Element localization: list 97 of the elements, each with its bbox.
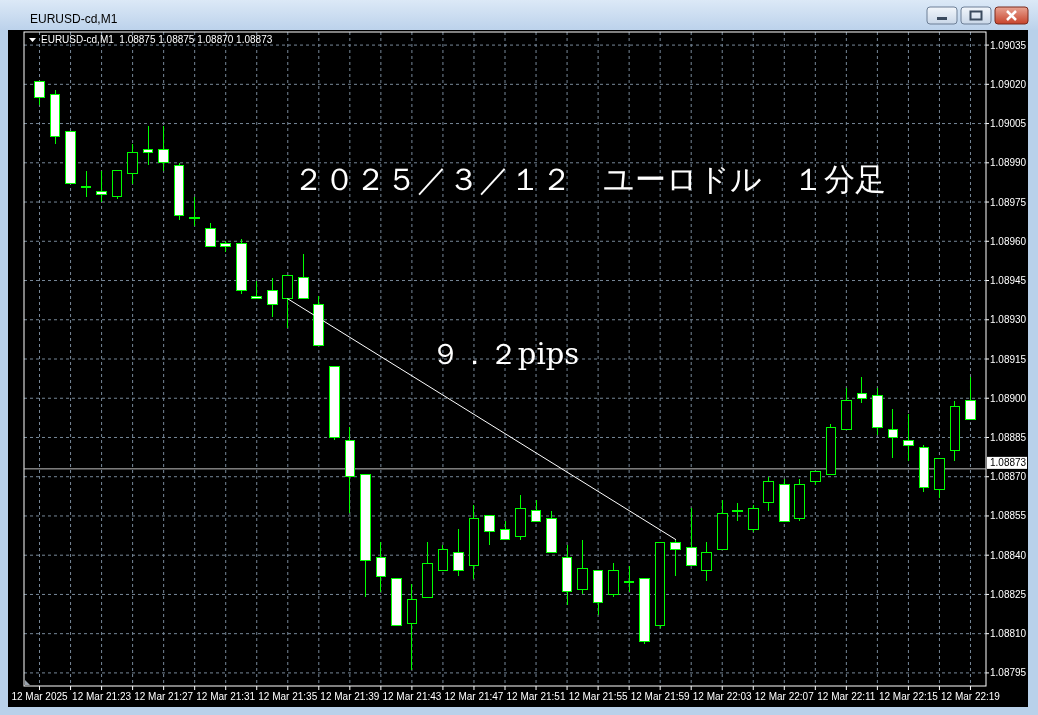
candlestick — [282, 274, 294, 329]
x-tick-label: 12 Mar 21:31 — [196, 691, 256, 702]
candlestick — [934, 457, 945, 499]
y-tick-label: 1.08975 — [990, 196, 1027, 208]
candlestick — [49, 89, 61, 145]
candlestick — [701, 541, 713, 582]
y-tick-label: 1.08960 — [990, 235, 1027, 247]
y-tick-label: 1.08885 — [990, 431, 1027, 443]
candlestick — [918, 444, 930, 493]
candlestick — [561, 544, 573, 606]
candlestick — [142, 125, 154, 166]
candlestick — [437, 544, 449, 572]
candlestick — [778, 478, 790, 522]
candlestick — [903, 413, 914, 462]
candlestick — [577, 539, 588, 595]
x-tick-label: 12 Mar 22:07 — [754, 691, 815, 702]
candlestick — [685, 507, 697, 567]
x-tick-label: 12 Mar 21:35 — [258, 691, 318, 702]
candlestick — [872, 387, 883, 436]
candlestick — [204, 222, 216, 248]
y-tick-label: 1.08930 — [990, 314, 1027, 326]
candlestick — [499, 520, 511, 540]
candlestick — [220, 240, 232, 253]
candlestick — [530, 499, 542, 522]
candlestick — [297, 253, 309, 300]
candlestick — [189, 196, 200, 227]
x-tick-label: 12 Mar 22:19 — [941, 691, 1001, 702]
y-tick-label: 1.09005 — [990, 118, 1027, 130]
candlestick — [235, 238, 247, 295]
candlestick — [127, 143, 138, 185]
candlestick — [360, 473, 371, 598]
candlestick — [515, 494, 526, 540]
candlestick — [949, 400, 961, 462]
candlestick — [65, 130, 76, 185]
candlestick — [329, 366, 340, 441]
annotation: ９．２pips — [430, 336, 580, 371]
x-tick-label: 12 Mar 2025 — [11, 691, 69, 702]
y-tick-label: 1.08945 — [990, 275, 1027, 287]
candlestick — [422, 541, 433, 598]
x-tick-label: 12 Mar 21:27 — [134, 691, 194, 702]
candlestick — [654, 541, 666, 629]
candlestick — [825, 423, 837, 475]
candlestick — [810, 470, 821, 486]
candlestick — [344, 426, 356, 514]
candlestick — [391, 578, 402, 627]
candlestick — [639, 578, 650, 645]
y-tick-label: 1.08795 — [990, 667, 1027, 679]
x-tick-label: 12 Mar 21:55 — [568, 691, 628, 702]
candlestick — [80, 170, 92, 198]
candlestick — [887, 408, 899, 459]
candlestick — [468, 505, 480, 580]
candlestick — [173, 162, 185, 221]
candlestick — [716, 499, 728, 551]
x-tick-label: 12 Mar 21:47 — [444, 691, 504, 702]
y-tick-label: 1.08990 — [990, 157, 1027, 169]
candlestick — [158, 125, 169, 172]
candlestick — [856, 376, 868, 404]
y-tick-label: 1.09035 — [990, 39, 1027, 51]
x-tick-label: 12 Mar 21:43 — [382, 691, 442, 702]
y-tick-label: 1.08870 — [990, 471, 1027, 483]
y-tick-label: 1.08825 — [990, 588, 1027, 600]
y-tick-label: 1.08840 — [990, 549, 1027, 561]
candlestick — [484, 515, 495, 546]
y-tick-label: 1.08900 — [990, 392, 1027, 404]
candlestick — [608, 562, 619, 598]
x-tick-label: 12 Mar 22:03 — [692, 691, 753, 702]
candlestick — [841, 387, 852, 431]
candlestick — [266, 277, 278, 318]
candlestick — [375, 541, 387, 593]
y-tick-label: 1.08810 — [990, 628, 1027, 640]
candlestick — [546, 510, 557, 554]
candlestick — [111, 170, 123, 200]
candlestick — [34, 81, 45, 106]
candlestick — [747, 505, 759, 533]
candlestick — [592, 570, 604, 616]
y-tick-label: 1.08855 — [990, 510, 1027, 522]
candlestick — [96, 170, 107, 203]
candlestick — [251, 280, 263, 300]
y-tick-label: 1.09020 — [990, 78, 1027, 90]
candlestick — [406, 583, 418, 671]
x-tick-label: 12 Mar 21:59 — [630, 691, 691, 702]
ref-line-label: 1.08873 — [990, 457, 1027, 469]
candlestick — [623, 565, 635, 593]
x-tick-label: 12 Mar 21:39 — [320, 691, 380, 702]
x-tick-label: 12 Mar 21:51 — [506, 691, 566, 702]
candlestick — [965, 376, 976, 420]
candlestick — [453, 528, 464, 577]
candlestick — [763, 476, 775, 512]
y-tick-label: 1.08915 — [990, 353, 1027, 365]
candlestick — [732, 502, 744, 522]
candlestick — [794, 478, 806, 522]
x-tick-label: 12 Mar 21:23 — [72, 691, 132, 702]
x-tick-label: 12 Mar 22:15 — [878, 691, 939, 702]
text: EURUSD-cd,M1 — [30, 12, 118, 26]
chart-subtitle: EURUSD-cd,M1 1.08875 1.08875 1.08870 1.08873 — [41, 34, 273, 45]
text: ２０２５／３／１２ ユーロドル １分足 — [293, 161, 887, 197]
x-tick-label: 12 Mar 22:11 — [817, 691, 876, 702]
